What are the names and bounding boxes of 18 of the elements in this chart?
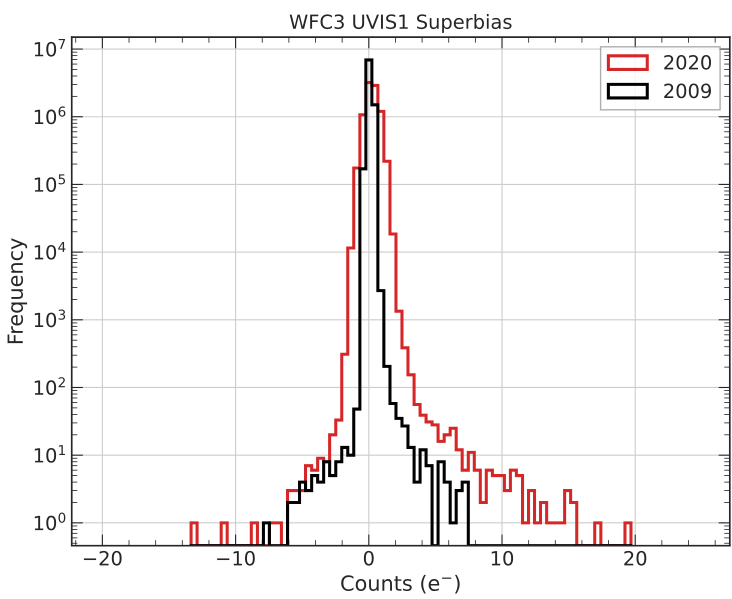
- y-tick-label: 10$^{0}$: [34, 512, 66, 530]
- y-tick-label: 10$^{3}$: [34, 309, 66, 328]
- y-tick-label: 10$^{4}$: [34, 242, 66, 260]
- y-axis-title: Frequency: [8, 238, 28, 344]
- chart-title: WFC3 UVIS1 Superbias: [290, 14, 512, 33]
- y-tick-label: 10$^{5}$: [34, 174, 66, 192]
- legend-label: 2009: [664, 84, 711, 98]
- x-tick-label: −20: [84, 550, 122, 566]
- y-tick-label: 10$^{2}$: [34, 377, 65, 396]
- x-tick-label: −10: [217, 550, 255, 566]
- y-tick-label: 10$^{7}$: [34, 38, 66, 57]
- x-axis-title: Counts (e$^{−}$): [341, 574, 460, 594]
- x-tick-label: 10: [492, 550, 514, 566]
- x-tick-label: 0: [364, 550, 374, 566]
- legend-label: 2020: [664, 54, 712, 70]
- y-tick-label: 10$^{6}$: [34, 106, 66, 124]
- x-tick-label: 20: [624, 550, 646, 566]
- y-tick-label: 10$^{1}$: [34, 445, 65, 463]
